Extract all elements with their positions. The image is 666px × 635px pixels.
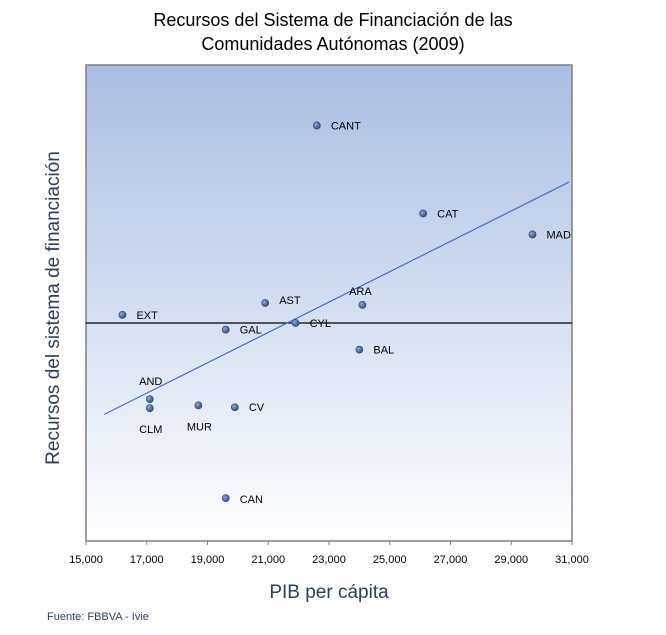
x-tick-label: 21,000 bbox=[251, 554, 285, 566]
data-label-mad: MAD bbox=[547, 229, 572, 241]
data-label-cv: CV bbox=[249, 402, 265, 414]
data-point-bal bbox=[355, 345, 364, 354]
data-point-mur bbox=[194, 401, 203, 410]
data-point-cv bbox=[230, 403, 239, 412]
data-point-cant bbox=[312, 121, 321, 130]
data-label-ara: ARA bbox=[349, 286, 372, 298]
data-point-clm bbox=[145, 404, 154, 413]
chart-title: Recursos del Sistema de Financiación de … bbox=[0, 8, 666, 56]
trendline bbox=[103, 181, 570, 415]
data-point-ast bbox=[261, 299, 270, 307]
data-label-can: CAN bbox=[240, 494, 263, 506]
data-point-can bbox=[221, 494, 230, 503]
source-note: Fuente: FBBVA - Ivie bbox=[47, 611, 149, 623]
x-tick-label: 23,000 bbox=[312, 554, 346, 566]
data-label-clm: CLM bbox=[139, 424, 162, 436]
chart-title-line-2: Comunidades Autónomas (2009) bbox=[201, 34, 465, 54]
x-tick-label: 15,000 bbox=[69, 554, 103, 566]
data-point-mad bbox=[528, 230, 537, 239]
x-tick-label: 25,000 bbox=[373, 554, 407, 566]
x-tick-label: 17,000 bbox=[130, 554, 164, 566]
data-label-cyl: CYL bbox=[310, 318, 331, 330]
data-point-and bbox=[145, 395, 154, 404]
x-tick-label: 19,000 bbox=[191, 554, 225, 566]
data-label-ext: EXT bbox=[136, 310, 158, 322]
data-point-ara bbox=[358, 301, 367, 309]
plot-area bbox=[85, 64, 573, 542]
chart-title-line-1: Recursos del Sistema de Financiación de … bbox=[153, 10, 513, 30]
data-label-cat: CAT bbox=[437, 209, 458, 221]
data-point-gal bbox=[221, 325, 230, 334]
y-axis-label: Recursos del sistema de financiación bbox=[43, 151, 64, 465]
data-label-mur: MUR bbox=[187, 421, 212, 433]
data-label-cant: CANT bbox=[331, 120, 361, 132]
x-tick-label: 29,000 bbox=[494, 554, 528, 566]
data-label-ast: AST bbox=[279, 295, 301, 307]
data-point-cyl bbox=[291, 319, 300, 327]
data-label-gal: GAL bbox=[240, 325, 262, 337]
data-label-bal: BAL bbox=[373, 345, 394, 357]
data-label-and: AND bbox=[139, 376, 162, 388]
x-axis-label: PIB per cápita bbox=[269, 582, 389, 603]
x-tick-label: 31,000 bbox=[555, 554, 589, 566]
data-point-ext bbox=[118, 310, 127, 319]
x-tick-label: 27,000 bbox=[434, 554, 468, 566]
data-point-cat bbox=[419, 209, 428, 218]
